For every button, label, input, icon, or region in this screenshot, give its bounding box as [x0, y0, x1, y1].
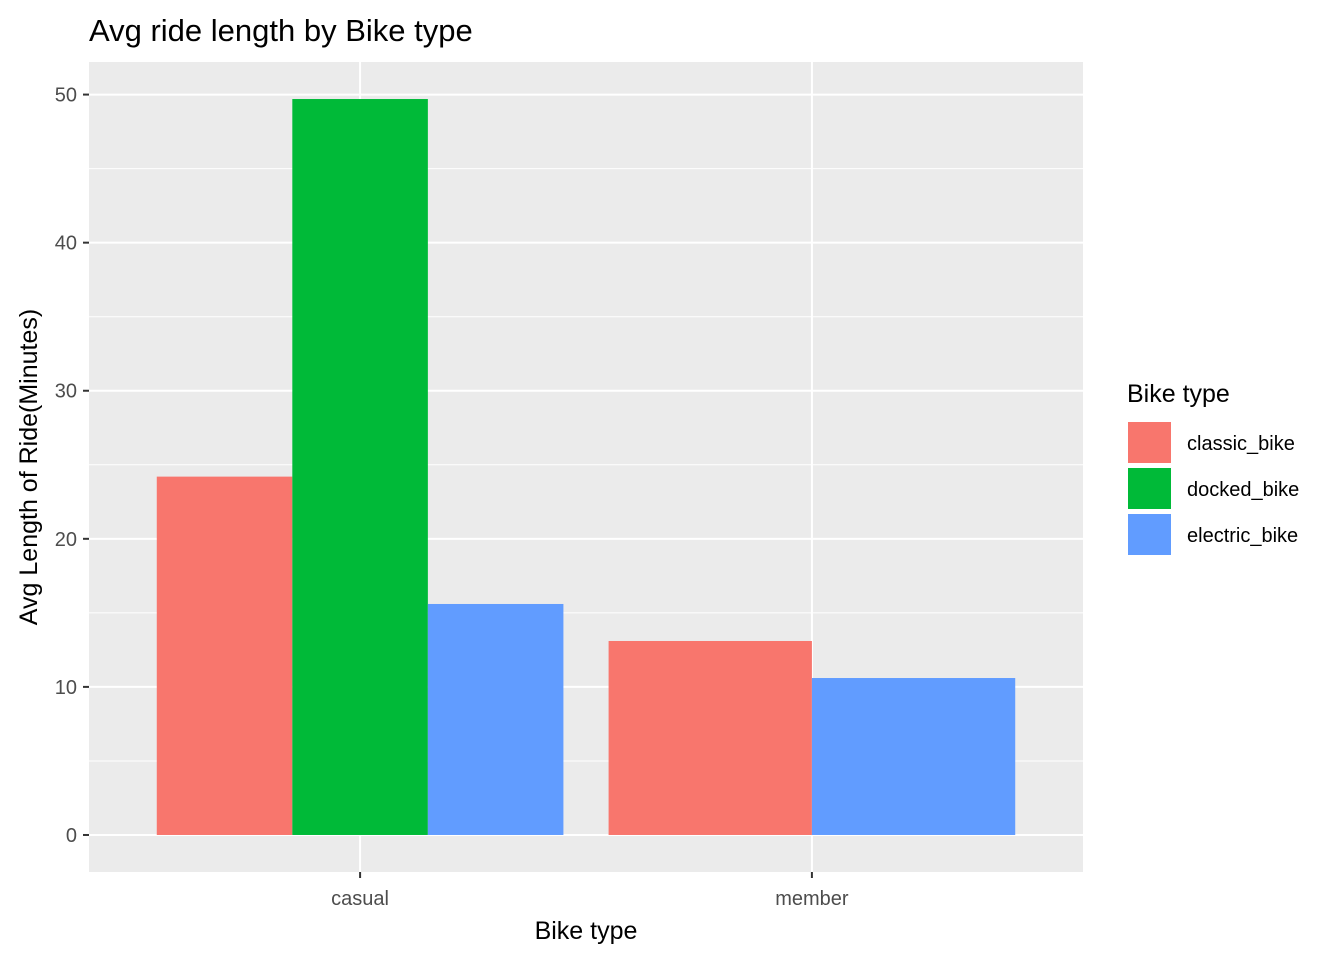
x-tick-label: member: [775, 888, 849, 910]
legend: Bike type classic_bike docked_bikeelectri…: [1127, 380, 1299, 555]
x-axis: casual member: [331, 872, 849, 910]
y-axis: 0 10 20 30 40 50: [55, 85, 89, 847]
chart-title: Avg ride length by Bike type: [89, 13, 473, 48]
bar-electric_bike-member: [811, 678, 1016, 835]
bars: [156, 99, 1016, 835]
legend-label-electric_bike: electric_bike: [1187, 525, 1298, 547]
y-tick-label: 40: [55, 233, 77, 255]
y-axis-title: Avg Length of Ride(Minutes): [15, 309, 43, 625]
y-tick-label: 0: [66, 825, 77, 847]
legend-label-classic_bike: classic_bike: [1187, 433, 1295, 455]
legend-key-docked_bike: [1128, 468, 1171, 509]
bar-classic_bike-member: [608, 640, 812, 835]
legend-label-docked_bike: docked_bike: [1187, 479, 1299, 501]
legend-key-classic_bike: [1128, 422, 1171, 463]
bar-classic_bike-casual: [156, 476, 293, 835]
x-axis-title: Bike type: [535, 917, 638, 945]
bar-docked_bike-casual: [292, 99, 428, 835]
x-tick-label: casual: [331, 888, 389, 910]
y-tick-label: 30: [55, 381, 77, 403]
legend-key-electric_bike: [1128, 514, 1171, 555]
y-tick-label: 50: [55, 85, 77, 107]
legend-title: Bike type: [1127, 380, 1230, 408]
y-tick-label: 10: [55, 677, 77, 699]
y-tick-label: 20: [55, 529, 77, 551]
bar-electric_bike-casual: [427, 603, 564, 835]
